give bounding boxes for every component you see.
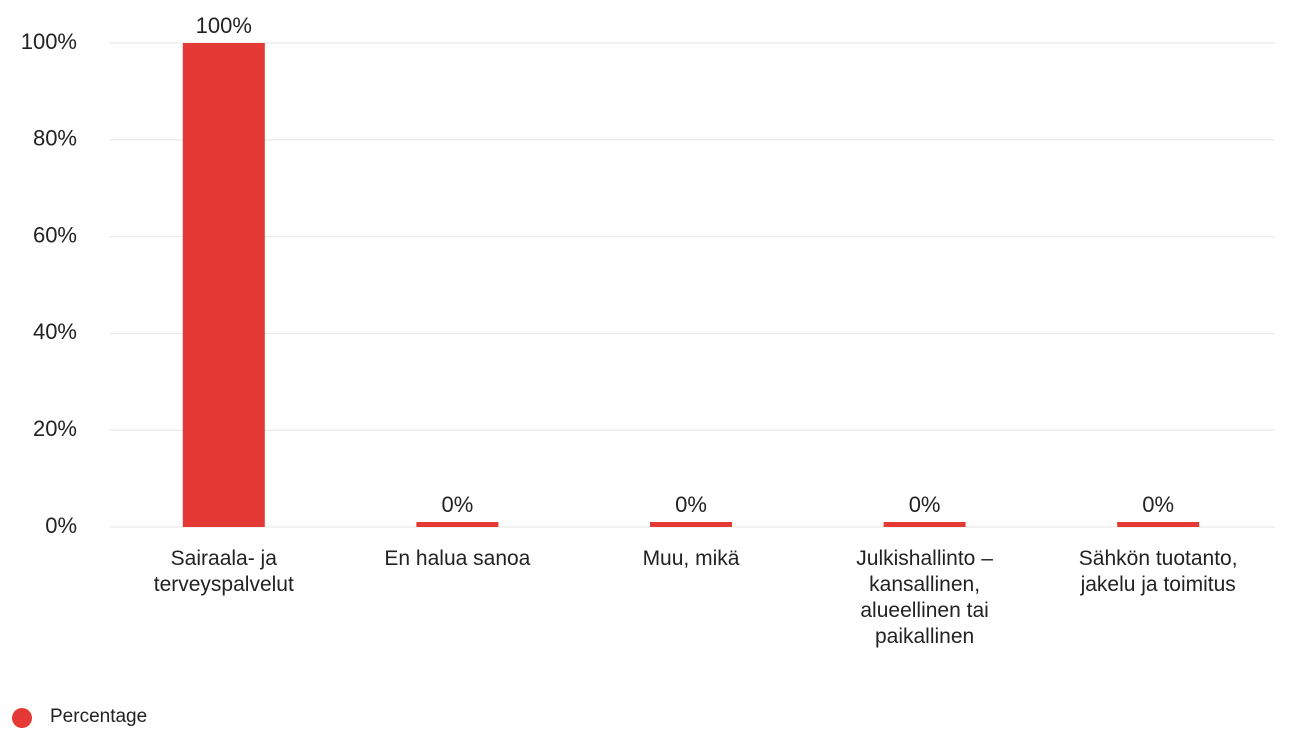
value-label: 0%	[675, 492, 707, 517]
y-tick-label: 80%	[33, 126, 77, 151]
y-tick-label: 60%	[33, 222, 77, 247]
y-tick-label: 40%	[33, 319, 77, 344]
value-label: 100%	[196, 13, 252, 38]
x-tick-label: Muu, mikä	[642, 547, 740, 570]
x-tick-label: En halua sanoa	[384, 547, 531, 570]
value-label: 0%	[909, 492, 941, 517]
x-tick-label: Julkishallinto – kansallinen, alueelline…	[856, 547, 993, 648]
value-label: 0%	[1142, 492, 1174, 517]
y-tick-label: 100%	[21, 29, 77, 54]
x-tick-label: Sairaala- ja terveyspalvelut	[153, 547, 294, 596]
bar	[883, 522, 966, 527]
bar	[650, 522, 732, 527]
bar	[182, 43, 265, 527]
bar	[1117, 522, 1200, 527]
y-tick-label: 20%	[33, 416, 77, 441]
y-tick-label: 0%	[45, 513, 77, 538]
legend-marker	[12, 708, 32, 728]
x-tick-label: Sähkön tuotanto, jakelu ja toimitus	[1078, 547, 1238, 596]
legend-label: Percentage	[50, 706, 148, 727]
bar	[416, 522, 499, 527]
value-label: 0%	[442, 492, 474, 517]
